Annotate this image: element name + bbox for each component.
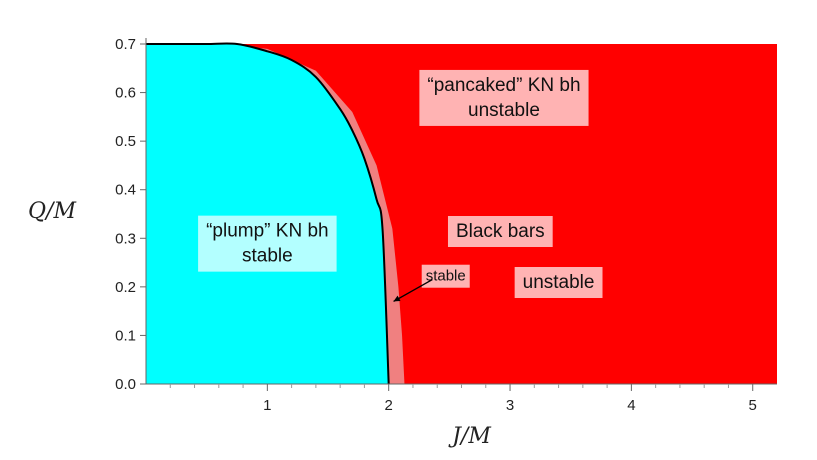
y-tick-label: 0.5 [115,133,136,150]
axes: 0.0 0.1 0.2 0.3 0.4 0.5 0.6 0.7 1 2 3 4 5 J/M Q/M [28,36,777,449]
x-tick-label: 1 [263,397,271,414]
label-plump: “plump” KN bh stable [198,215,337,272]
label-text: Black bars [456,221,545,242]
label-text: stable [426,268,466,285]
y-tick-label: 0.0 [115,376,136,393]
extremal-boundary-curve [145,42,390,385]
label-text: “plump” KN bh [206,221,329,242]
y-tick-label: 0.3 [115,230,136,247]
y-tick-label: 0.2 [115,279,136,296]
label-box [514,267,603,298]
region-labels: “plump” KN bh stable “pancaked” KN bh unsta… [198,69,603,303]
label-box [198,215,337,272]
x-tick-label: 2 [385,397,393,414]
label-box [419,69,589,126]
label-black-bars: Black bars [447,216,553,247]
label-text: “pancaked” KN bh [427,75,580,96]
label-text: stable [242,246,293,267]
y-axis-label: Q/M [28,199,76,224]
y-tick-label: 0.6 [115,85,136,102]
y-tick-label: 0.4 [115,182,136,199]
label-text: unstable [523,272,595,293]
y-tick-label: 0.7 [115,36,136,53]
x-tick-label: 5 [749,397,757,414]
x-axis-label: J/M [448,424,491,449]
stable-arrow-head [393,295,401,302]
label-pancaked: “pancaked” KN bh unstable [419,69,589,126]
y-tick-label: 0.1 [115,327,136,344]
stable-arrow-line [393,278,433,303]
label-stable-arrow: stable [421,264,470,288]
label-box [447,216,553,247]
label-text: unstable [468,100,540,121]
x-tick-label: 4 [627,397,635,414]
stable-region [146,43,389,384]
x-tick-label: 3 [506,397,514,414]
label-unstable: unstable [514,267,603,298]
label-box [421,264,470,288]
